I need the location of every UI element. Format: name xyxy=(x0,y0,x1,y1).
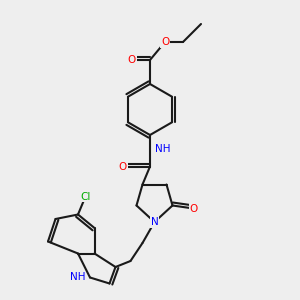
Text: O: O xyxy=(189,203,198,214)
Text: NH: NH xyxy=(155,143,171,154)
Text: O: O xyxy=(119,161,127,172)
Text: N: N xyxy=(151,217,158,227)
Text: O: O xyxy=(161,37,169,47)
Text: NH: NH xyxy=(70,272,86,283)
Text: O: O xyxy=(128,55,136,65)
Text: Cl: Cl xyxy=(80,191,91,202)
